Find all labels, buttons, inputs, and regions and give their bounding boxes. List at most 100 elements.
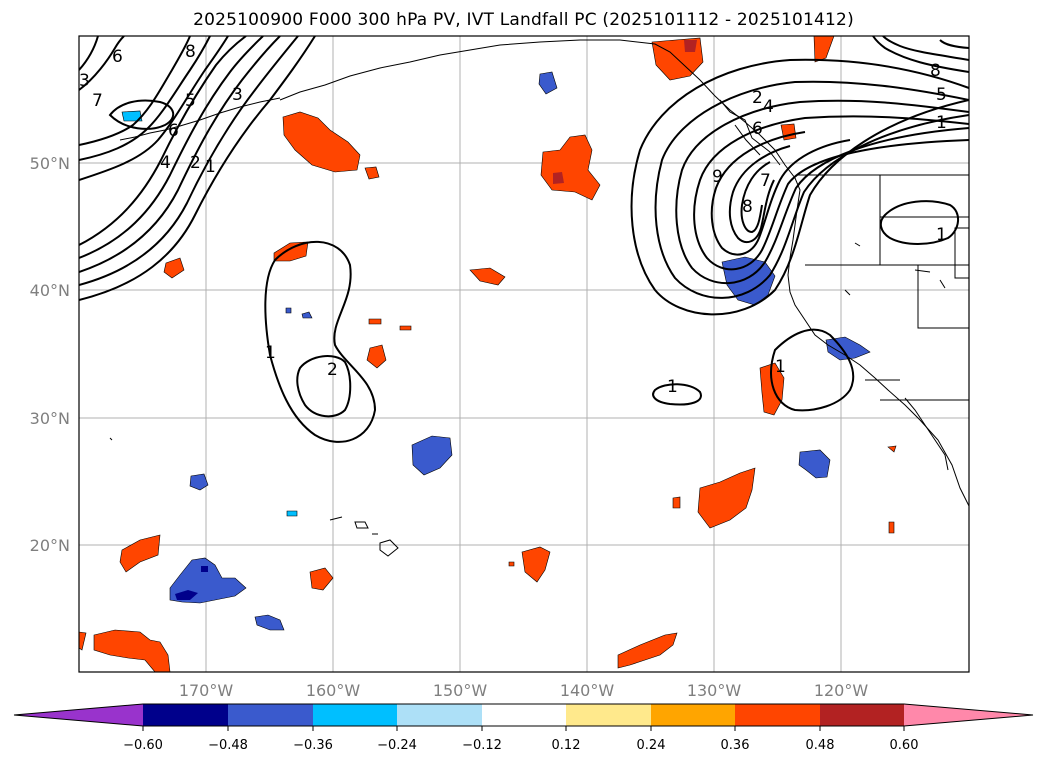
lon-label: 130°W: [687, 681, 742, 700]
colorbar-segment: [313, 704, 397, 726]
warm-blob: [888, 521, 895, 534]
colorbar-segment: [397, 704, 482, 726]
colorbar-tick-label: −0.24: [377, 738, 417, 753]
colorbar-tick-label: 0.24: [637, 738, 666, 753]
colorbar-segment: [820, 704, 904, 726]
pc-contour: [879, 200, 959, 245]
contour-label: 8: [742, 197, 753, 217]
pv-contour: [872, 36, 969, 73]
lon-label: 150°W: [433, 681, 488, 700]
contour-label: 1: [205, 157, 216, 177]
lon-label: 120°W: [814, 681, 869, 700]
cool-blob: [411, 435, 453, 476]
contour-label: 8: [930, 61, 941, 81]
lon-label: 160°W: [306, 681, 361, 700]
pv-contour: [728, 145, 791, 244]
warm-blob: [887, 445, 897, 453]
contour-label: 6: [752, 119, 763, 139]
contour-label: 7: [92, 91, 103, 111]
warm-blob-core: [684, 40, 697, 52]
pv-contour: [79, 36, 316, 301]
pv-contours-west: [79, 36, 316, 301]
lon-label: 140°W: [560, 681, 615, 700]
colorbar-tick-label: −0.48: [208, 738, 248, 753]
warm-blob: [309, 567, 334, 591]
map-frame: [78, 35, 970, 673]
warm-blob: [364, 166, 380, 180]
state-borders: [805, 175, 969, 401]
contour-label: 5: [936, 85, 947, 105]
pv-contour: [79, 36, 264, 259]
cool-blob: [301, 311, 313, 319]
warm-blob: [780, 123, 797, 141]
pv-contour: [654, 80, 969, 299]
lakes: [844, 242, 946, 296]
warm-blob-core: [553, 172, 564, 184]
pv-contour: [79, 36, 211, 161]
warm-blob: [282, 111, 361, 173]
warm-blob: [759, 362, 785, 416]
cool-blob: [189, 473, 209, 491]
cool-blob: [798, 449, 831, 479]
pc-contour: [770, 328, 855, 412]
contour-label: 3: [79, 71, 90, 91]
colorbar-tick-label: 0.12: [552, 738, 581, 753]
contour-label: 1: [936, 113, 947, 133]
colorbar-tick-label: 0.60: [890, 738, 919, 753]
baja-coast: [904, 397, 949, 471]
warm-blob: [79, 631, 87, 651]
warm-blob: [521, 546, 551, 583]
positive-anomaly-areas: [79, 36, 897, 672]
lat-label: 30°N: [30, 409, 70, 428]
cool-blob: [538, 71, 558, 95]
cool-blob: [254, 614, 285, 631]
cool-blob: [285, 307, 292, 314]
pv-contour: [79, 36, 299, 286]
colorbar-extend-min: [14, 704, 143, 726]
contour-label: 1: [936, 225, 947, 245]
lat-label: 50°N: [30, 154, 70, 173]
pc-contour: [652, 383, 702, 406]
pv-contour: [939, 39, 969, 49]
colorbar-segment: [735, 704, 820, 726]
contour-label: 1: [667, 377, 678, 397]
colorbar-tick-label: −0.36: [293, 738, 333, 753]
pc-contours: [264, 200, 959, 443]
lat-label: 20°N: [30, 536, 70, 555]
contour-label: 6: [168, 121, 179, 141]
pv-contour: [630, 58, 969, 316]
colorbar-segment: [651, 704, 735, 726]
pv-contours-east: [630, 36, 969, 316]
pv-contour: [79, 36, 229, 181]
contour-label: 1: [265, 343, 276, 363]
colorbar-tick-label: −0.60: [123, 738, 163, 753]
contour-label: 2: [190, 153, 201, 173]
cool-blob: [286, 510, 298, 517]
pv-contour: [79, 36, 191, 146]
bc-islands: [719, 99, 781, 166]
warm-blob: [508, 561, 515, 567]
colorbar-extend-max: [904, 704, 1033, 726]
latitude-labels: 50°N 40°N 30°N 20°N: [30, 154, 70, 555]
contour-label: 9: [712, 167, 723, 187]
contour-labels: 6 8 7 5 3 6 4 2 1 3 2 4 6 8 9 8 7 5 1 1 …: [79, 42, 947, 397]
pv-contour: [710, 131, 851, 256]
lon-label: 170°W: [179, 681, 234, 700]
warm-blob: [617, 632, 678, 669]
alaska-coast: [279, 39, 801, 211]
pc-contour: [296, 355, 352, 418]
contour-label: 8: [185, 42, 196, 62]
pv-contour: [675, 99, 969, 284]
colorbar-segment: [566, 704, 651, 726]
pv-contour: [882, 36, 969, 61]
contour-label: 3: [232, 85, 243, 105]
warm-blob: [672, 496, 681, 509]
colorbar-tick-label: 0.48: [806, 738, 835, 753]
warm-blob: [697, 467, 756, 529]
colorbar-ticks: [142, 726, 905, 731]
warm-blob: [399, 325, 412, 331]
contour-label: 7: [760, 171, 771, 191]
warm-blob: [366, 344, 387, 369]
warm-blob: [469, 267, 506, 286]
pv-contour: [79, 36, 247, 246]
